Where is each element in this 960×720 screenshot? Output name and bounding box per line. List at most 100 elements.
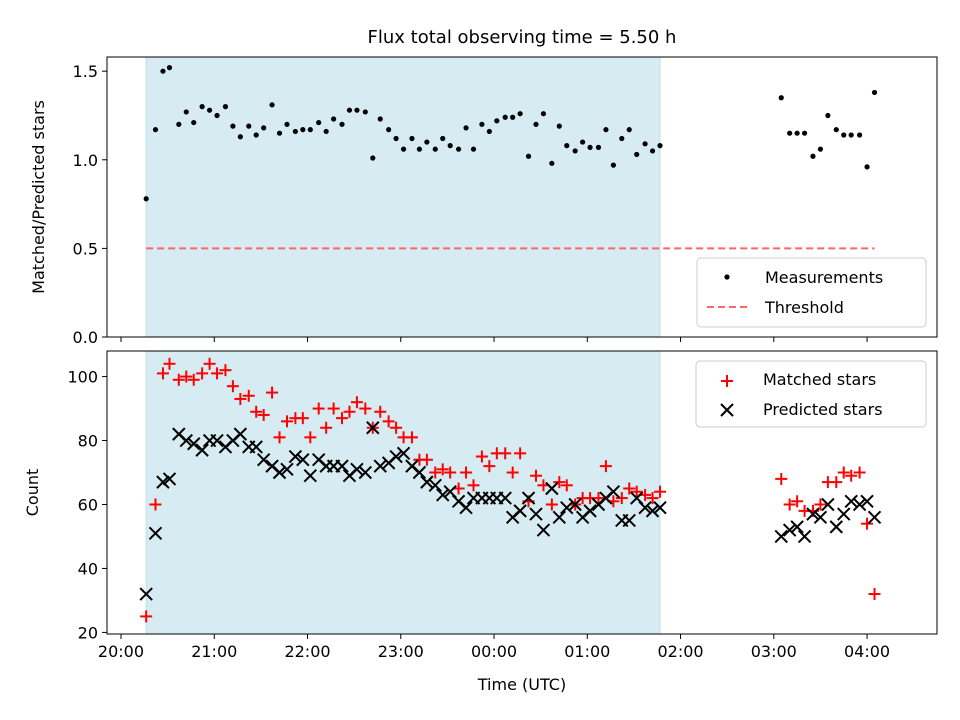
predicted-star-point — [350, 462, 364, 477]
measurement-point — [400, 146, 407, 152]
predicted-star-point — [256, 453, 271, 467]
predicted-star-point — [412, 465, 427, 480]
matched-star-point — [444, 466, 457, 479]
matched-star-point — [327, 402, 340, 415]
measurement-point — [237, 134, 243, 140]
measurement-point — [479, 121, 485, 127]
matched-star-point — [436, 463, 449, 476]
matched-star-point — [592, 492, 605, 505]
measurement-point — [502, 114, 508, 120]
predicted-star-point — [272, 465, 287, 480]
matched-star-point — [429, 466, 442, 479]
x-axis-label: Time (UTC) — [477, 675, 566, 694]
measurement-point — [841, 132, 847, 138]
x-tick-label: 03:00 — [751, 642, 797, 661]
x-tick-label: 02:00 — [657, 642, 703, 661]
predicted-star-point — [187, 437, 201, 451]
measurement-point — [300, 127, 306, 133]
matched-star-point — [382, 415, 395, 428]
predicted-star-point — [428, 478, 442, 493]
measurement-point — [214, 112, 220, 119]
predicted-star-point — [280, 462, 294, 477]
measurement-point — [455, 146, 462, 152]
measurement-point — [292, 128, 298, 135]
x-tick-label: 00:00 — [471, 642, 517, 661]
measurement-point — [152, 127, 159, 133]
measurement-point — [587, 144, 593, 150]
matched-star-point — [149, 498, 162, 511]
measurement-point — [864, 164, 870, 170]
predicted-star-point — [162, 472, 177, 486]
measurement-point — [176, 121, 182, 127]
matched-star-point — [203, 357, 216, 370]
y-tick-label: 1.0 — [73, 151, 98, 170]
matched-star-point — [257, 408, 270, 421]
measurement-point — [510, 114, 516, 120]
measurement-point — [331, 116, 337, 122]
matched-star-point — [623, 482, 636, 495]
predicted-star-point — [774, 529, 788, 544]
predicted-star-point — [335, 459, 349, 473]
matched-star-point — [630, 485, 643, 498]
measurement-point — [191, 119, 197, 126]
predicted-star-point — [622, 513, 636, 528]
predicted-star-point — [860, 494, 874, 509]
measurement-point — [261, 125, 267, 131]
measurement-point — [649, 148, 656, 154]
y-tick-label: 40 — [78, 559, 98, 578]
bottom-y-axis-label: Count — [23, 469, 42, 517]
predicted-star-point — [867, 510, 882, 524]
measurement-point — [610, 162, 616, 168]
matched-star-point — [163, 357, 176, 370]
measurement-point — [540, 111, 547, 117]
measurement-point — [246, 123, 252, 129]
measurement-point — [206, 107, 213, 113]
bottom-legend: Matched stars Predicted stars — [695, 360, 927, 428]
measurement-point — [166, 65, 173, 71]
matched-star-point — [336, 412, 349, 425]
predicted-star-point — [373, 459, 387, 473]
matched-star-point — [553, 476, 566, 489]
predicted-star-point — [821, 497, 835, 512]
matched-star-point — [180, 370, 193, 383]
predicted-star-point — [396, 446, 411, 461]
matched-star-point — [514, 447, 527, 460]
x-tick-label: 20:00 — [98, 642, 144, 661]
measurement-point — [517, 111, 523, 117]
bottom-axes-frame — [106, 350, 938, 635]
measurement-point — [447, 143, 453, 149]
predicted-star-point — [366, 421, 380, 435]
matched-star-point — [545, 498, 558, 511]
measurement-point — [440, 135, 446, 142]
measurement-point — [276, 130, 283, 136]
predicted-star-point — [813, 510, 828, 524]
top-axis-ticks: 0.0 0.5 1.0 1.5 — [73, 62, 868, 347]
measurement-point — [393, 135, 399, 142]
matched-star-point — [791, 495, 804, 508]
measurement-point — [533, 121, 539, 127]
predicted-star-point — [249, 440, 263, 454]
measurement-point — [778, 95, 784, 101]
measurement-point — [619, 135, 625, 142]
predicted-star-point — [296, 453, 310, 467]
predicted-star-point — [545, 481, 559, 496]
measurement-point — [801, 130, 808, 136]
matched-star-point — [783, 498, 796, 511]
predicted-star-point — [837, 507, 851, 521]
count-points — [139, 357, 882, 623]
matched-star-point — [467, 479, 480, 492]
legend-predicted-marker — [720, 403, 734, 417]
matched-star-point — [280, 415, 293, 428]
predicted-star-point — [303, 469, 318, 483]
predicted-star-point — [498, 491, 512, 505]
matched-star-point — [187, 373, 200, 386]
y-tick-label: 60 — [78, 495, 98, 514]
matched-star-point — [374, 405, 387, 418]
predicted-star-point — [790, 520, 804, 534]
matched-star-point — [273, 431, 286, 444]
predicted-star-point — [638, 500, 652, 515]
measurement-points — [143, 65, 878, 202]
y-tick-label: 20 — [78, 623, 98, 642]
matched-star-point — [499, 447, 512, 460]
